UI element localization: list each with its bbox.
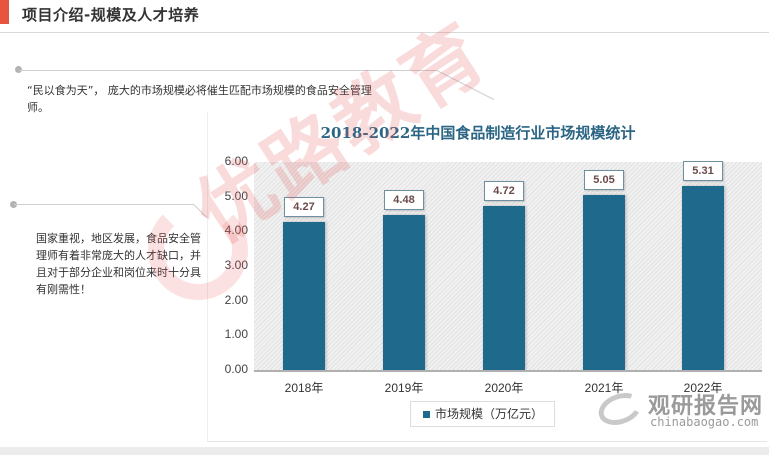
footer-band (0, 447, 769, 455)
page-title: 项目介绍-规模及人才培养 (22, 6, 200, 24)
y-tick: 0.00 (224, 362, 248, 376)
bullet-connector-1 (19, 70, 437, 71)
x-tick: 2018年 (284, 381, 324, 395)
bar-2019 (383, 215, 425, 370)
bullet-connector-1-diag (436, 70, 495, 100)
chart-legend: 市场规模（万亿元） (410, 401, 555, 427)
data-label-2019: 4.48 (384, 190, 424, 210)
chart-title: 2018-2022年中国食品制造行业市场规模统计 (320, 124, 636, 142)
x-tick: 2019年 (384, 381, 424, 395)
chart-panel: 2018-2022年中国食品制造行业市场规模统计 6.00 5.00 4.00 … (207, 112, 767, 442)
y-tick: 1.00 (224, 327, 248, 341)
data-label-2018: 4.27 (284, 197, 324, 217)
legend-swatch-icon (423, 411, 430, 418)
brand-url: chinabaogao.com (650, 415, 759, 429)
brand-watermark: 观研报告网 chinabaogao.com (594, 387, 764, 438)
header-accent-bar (0, 0, 9, 24)
data-label-2022: 5.31 (683, 161, 723, 181)
x-tick: 2021年 (584, 381, 624, 395)
bullet-text-2: 国家重视，地区发展，食品安全管理师有着非常庞大的人才缺口，并且对于部分企业和岗位… (36, 232, 201, 296)
bullet-text-1: “民以食为天”， 庞大的市场规模必将催生匹配市场规模的食品安全管理师。 (27, 84, 372, 114)
data-label-2020: 4.72 (484, 181, 524, 201)
y-tick: 3.00 (224, 258, 248, 272)
x-tick: 2020年 (484, 381, 524, 395)
bullet-connector-2 (14, 204, 194, 205)
legend-label: 市场规模（万亿元） (435, 407, 544, 421)
x-tick: 2022年 (683, 381, 723, 395)
bar-2018 (283, 222, 325, 370)
y-tick: 5.00 (224, 189, 248, 203)
bullet-dot-2 (10, 201, 17, 208)
data-label-2021: 5.05 (584, 170, 624, 190)
x-axis-line (254, 370, 762, 372)
brand-swirl-icon (594, 387, 646, 431)
bar-2020 (483, 206, 525, 370)
header-divider (0, 32, 769, 33)
y-tick: 2.00 (224, 293, 248, 307)
bullet-dot-1 (15, 66, 22, 73)
y-tick: 6.00 (224, 154, 248, 168)
bar-2021 (583, 195, 625, 370)
y-tick: 4.00 (224, 223, 248, 237)
brand-name: 观研报告网 (648, 394, 764, 419)
bar-2022 (682, 186, 724, 370)
